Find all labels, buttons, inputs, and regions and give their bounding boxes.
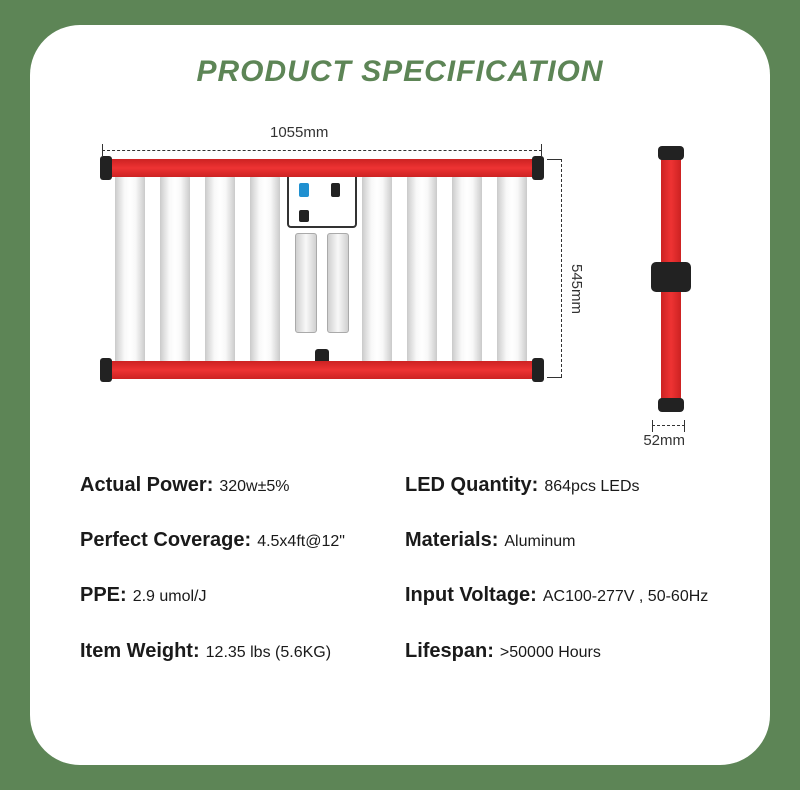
spec-label: Lifespan: xyxy=(405,640,494,663)
spec-label: Item Weight: xyxy=(80,640,200,663)
dimension-height: 545mm xyxy=(568,264,585,314)
frame-bar-top xyxy=(102,159,542,177)
product-spec-card: PRODUCT SPECIFICATION 1055mm 545mm 52mm xyxy=(30,25,770,765)
spec-label: Actual Power: xyxy=(80,474,213,497)
light-bar xyxy=(407,173,437,365)
spec-coverage: Perfect Coverage: 4.5x4ft@12" xyxy=(80,529,395,552)
connector-black xyxy=(299,210,309,222)
spec-value: 864pcs LEDs xyxy=(544,478,639,496)
spec-weight: Item Weight: 12.35 lbs (5.6KG) xyxy=(80,640,395,663)
driver-box xyxy=(287,173,357,228)
light-bar xyxy=(362,173,392,365)
spec-label: Input Voltage: xyxy=(405,584,537,607)
side-driver xyxy=(651,262,691,292)
dim-line xyxy=(102,150,542,151)
spec-label: Materials: xyxy=(405,529,498,552)
spec-value: 2.9 umol/J xyxy=(133,588,207,606)
frame-bar-bottom xyxy=(102,361,542,379)
dim-tick xyxy=(547,377,562,378)
spec-title: PRODUCT SPECIFICATION xyxy=(80,55,720,89)
spec-led-quantity: LED Quantity: 864pcs LEDs xyxy=(405,474,720,497)
center-rail xyxy=(295,233,317,333)
center-rail xyxy=(327,233,349,333)
spec-actual-power: Actual Power: 320w±5% xyxy=(80,474,395,497)
side-cap xyxy=(658,398,684,412)
spec-value: AC100-277V , 50-60Hz xyxy=(543,587,708,608)
side-view-diagram xyxy=(656,134,686,424)
light-bar xyxy=(115,173,145,365)
spec-label: PPE: xyxy=(80,584,127,607)
end-cap xyxy=(100,156,112,180)
dim-tick xyxy=(547,159,562,160)
spec-value: 12.35 lbs (5.6KG) xyxy=(206,644,331,662)
center-driver xyxy=(287,173,357,365)
end-cap xyxy=(532,358,544,382)
light-bar xyxy=(160,173,190,365)
dimension-width: 1055mm xyxy=(270,124,328,141)
spec-value: 4.5x4ft@12" xyxy=(257,533,345,551)
connector-black xyxy=(331,183,340,197)
spec-grid: Actual Power: 320w±5% LED Quantity: 864p… xyxy=(80,464,720,663)
spec-value: 320w±5% xyxy=(219,478,289,496)
spec-label: LED Quantity: xyxy=(405,474,538,497)
spec-voltage: Input Voltage: AC100-277V , 50-60Hz xyxy=(405,584,720,608)
dim-tick xyxy=(652,420,653,432)
light-bar xyxy=(452,173,482,365)
end-cap xyxy=(100,358,112,382)
dim-line xyxy=(561,159,562,377)
spec-label: Perfect Coverage: xyxy=(80,529,251,552)
spec-materials: Materials: Aluminum xyxy=(405,529,720,552)
spec-lifespan: Lifespan: >50000 Hours xyxy=(405,640,720,663)
spec-value: Aluminum xyxy=(504,533,575,551)
end-cap xyxy=(532,156,544,180)
top-view-diagram xyxy=(102,159,542,379)
dim-line xyxy=(652,425,685,426)
light-bar xyxy=(497,173,527,365)
dimension-depth: 52mm xyxy=(643,432,685,449)
light-bar xyxy=(205,173,235,365)
product-diagram: 1055mm 545mm 52mm xyxy=(80,114,720,444)
light-bar xyxy=(250,173,280,365)
side-cap xyxy=(658,146,684,160)
connector-blue xyxy=(299,183,309,197)
spec-value: >50000 Hours xyxy=(500,644,601,662)
spec-ppe: PPE: 2.9 umol/J xyxy=(80,584,395,608)
